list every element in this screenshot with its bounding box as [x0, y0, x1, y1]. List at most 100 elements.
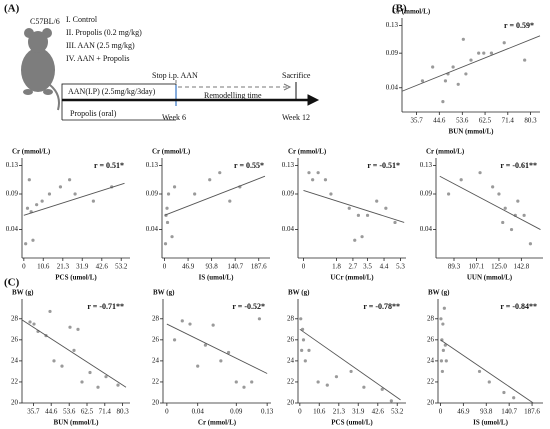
x-tick-label: 46.9	[182, 263, 195, 271]
point	[303, 359, 307, 363]
x-tick-label: 0.04	[192, 408, 205, 416]
x-tick-label: 0.13	[261, 408, 274, 416]
point	[323, 178, 328, 182]
y-tick-label: 22	[11, 378, 19, 386]
point	[365, 213, 370, 217]
x-tick-label: 2.7	[349, 263, 358, 271]
y-tick-label: 26	[152, 335, 160, 343]
x-tick-label: 125.0	[491, 263, 507, 271]
y-tick-label: 20	[152, 399, 160, 407]
point	[300, 348, 304, 352]
timeline	[61, 80, 320, 121]
x-tick-label: 42.6	[96, 263, 109, 271]
point	[393, 220, 397, 225]
x-axis-label: IS (umol/L)	[473, 419, 508, 427]
x-tick-label: 53.2	[391, 408, 404, 416]
point	[307, 348, 311, 352]
point	[362, 385, 366, 389]
point	[196, 364, 200, 368]
point	[307, 171, 311, 175]
trend-line	[164, 175, 266, 216]
trend-line	[21, 319, 127, 388]
trend-line	[303, 190, 405, 223]
point	[509, 227, 514, 232]
week-label: Week 12	[282, 113, 310, 122]
point	[25, 206, 30, 210]
x-tick-label: 187.6	[524, 408, 540, 416]
point	[489, 51, 494, 55]
x-tick-label: 62.5	[81, 408, 94, 416]
annotation: r = -0.52*	[232, 302, 265, 311]
point	[464, 72, 468, 76]
y-tick-label: 28	[287, 314, 295, 322]
point	[522, 213, 526, 217]
point	[316, 171, 320, 175]
panel-label: (A)	[4, 3, 20, 15]
point	[443, 79, 448, 83]
point	[250, 380, 254, 384]
end-label: Sacrifice	[282, 71, 311, 80]
point	[96, 385, 100, 389]
x-tick-label: 62.5	[479, 117, 492, 125]
y-tick-label: 0.04	[386, 83, 399, 91]
point	[497, 192, 501, 196]
x-tick-label: 71.4	[502, 117, 515, 125]
y-tick-label: 26	[287, 335, 295, 343]
annotation: r = 0.59*	[504, 21, 534, 30]
x-tick-label: 53.6	[63, 408, 76, 416]
point	[431, 65, 435, 69]
x-axis-label: PCS (umol/L)	[331, 419, 373, 427]
point	[516, 199, 520, 203]
oral-label: Propolis (oral)	[70, 109, 117, 118]
point	[27, 178, 31, 182]
x-tick-label: 3.5	[363, 263, 372, 271]
y-tick-label: 24	[427, 357, 435, 365]
point	[208, 178, 212, 182]
point	[73, 192, 77, 196]
y-axis-label: BW (g)	[12, 289, 34, 297]
x-axis-label: PCS (umol/L)	[55, 274, 97, 282]
point	[477, 51, 481, 55]
point	[24, 242, 28, 246]
point	[512, 396, 516, 400]
point	[170, 235, 174, 239]
point	[188, 322, 192, 326]
point	[52, 359, 56, 363]
point	[80, 380, 84, 384]
point	[91, 199, 95, 203]
point	[218, 171, 222, 175]
point	[349, 369, 353, 374]
point	[444, 359, 448, 363]
point	[469, 58, 473, 62]
x-tick-label: 35.7	[410, 117, 423, 125]
x-tick-label: 44.6	[45, 408, 58, 416]
group: I. Control	[66, 15, 98, 24]
annotation: r = 0.55*	[234, 161, 264, 170]
y-axis-label: BW (g)	[153, 289, 175, 297]
x-tick-label: 44.6	[433, 117, 446, 125]
point	[48, 309, 52, 314]
x-tick-label: 4.4	[380, 263, 389, 271]
trend-line	[166, 323, 268, 374]
point	[180, 319, 184, 323]
point	[172, 185, 177, 189]
point	[68, 325, 72, 329]
point	[502, 41, 506, 45]
y-axis-label: Cr (mmol/L)	[152, 148, 191, 156]
x-tick-label: 0	[439, 408, 443, 416]
point	[72, 348, 76, 352]
y-tick-label: 28	[152, 314, 160, 322]
annotation: r = -0.71**	[87, 302, 124, 311]
y-tick-label: 0.13	[6, 161, 19, 169]
group: IV. AAN + Propolis	[66, 54, 129, 63]
point	[40, 199, 44, 203]
point	[203, 343, 208, 347]
point	[440, 369, 444, 374]
y-tick-label: 0.09	[6, 190, 19, 198]
y-tick-label: 0.04	[420, 225, 433, 233]
trend-line	[440, 339, 534, 404]
point	[300, 327, 305, 331]
point	[461, 37, 465, 41]
point	[441, 322, 445, 326]
x-tick-label: 71.4	[99, 408, 112, 416]
